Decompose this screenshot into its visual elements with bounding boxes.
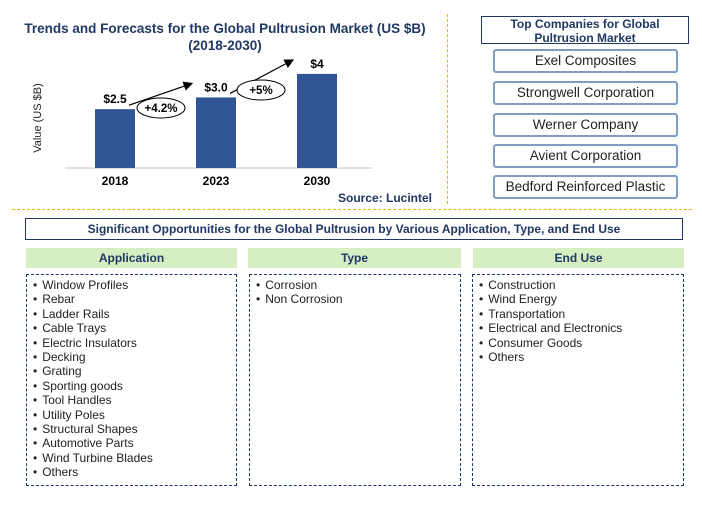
list-item: Electrical and Electronics bbox=[479, 321, 683, 335]
list-item: Electric Insulators bbox=[33, 336, 236, 350]
list-item: Others bbox=[479, 350, 683, 364]
data-label-2023: $3.0 bbox=[204, 80, 228, 94]
opportunities-title: Significant Opportunities for the Global… bbox=[25, 218, 683, 240]
list-item: Others bbox=[33, 465, 236, 479]
list-item: Automotive Parts bbox=[33, 436, 236, 450]
x-tick-2030: 2030 bbox=[304, 174, 331, 188]
horizontal-divider bbox=[12, 209, 692, 210]
list-item: Corrosion bbox=[256, 278, 460, 292]
growth-label: +4.2% bbox=[145, 103, 178, 115]
type-list: CorrosionNon Corrosion bbox=[256, 278, 460, 307]
list-item: Cable Trays bbox=[33, 321, 236, 335]
list-item: Sporting goods bbox=[33, 379, 236, 393]
source-label: Source: Lucintel bbox=[338, 191, 433, 205]
list-item: Window Profiles bbox=[33, 278, 236, 292]
growth-ellipse bbox=[236, 79, 286, 101]
list-item: Consumer Goods bbox=[479, 336, 683, 350]
type-heading: Type bbox=[248, 248, 461, 268]
list-item: Structural Shapes bbox=[33, 422, 236, 436]
vertical-divider bbox=[447, 14, 448, 204]
end-use-list: ConstructionWind EnergyTransportationEle… bbox=[479, 278, 683, 364]
company-item: Strongwell Corporation bbox=[493, 81, 678, 105]
application-heading: Application bbox=[26, 248, 237, 268]
type-list-box: CorrosionNon Corrosion bbox=[249, 274, 461, 486]
list-item: Decking bbox=[33, 350, 236, 364]
chart-title: Trends and Forecasts for the Global Pult… bbox=[20, 20, 430, 54]
list-item: Tool Handles bbox=[33, 393, 236, 407]
growth-ellipse bbox=[136, 97, 186, 119]
x-tick-2018: 2018 bbox=[102, 174, 129, 188]
chart-subtitle: (2018-2030) bbox=[188, 38, 262, 53]
bar-2030 bbox=[297, 73, 337, 168]
list-item: Utility Poles bbox=[33, 408, 236, 422]
end-use-heading: End Use bbox=[473, 248, 684, 268]
growth-arrow bbox=[128, 81, 194, 106]
end-use-list-box: ConstructionWind EnergyTransportationEle… bbox=[472, 274, 684, 486]
data-label-2030: $4 bbox=[310, 57, 324, 71]
application-list-box: Window ProfilesRebarLadder RailsCable Tr… bbox=[26, 274, 237, 486]
company-item: Exel Composites bbox=[493, 49, 678, 73]
bar-2023 bbox=[196, 97, 236, 168]
bar-2018 bbox=[95, 109, 135, 168]
list-item: Transportation bbox=[479, 307, 683, 321]
application-list: Window ProfilesRebarLadder RailsCable Tr… bbox=[33, 278, 236, 480]
data-label-2018: $2.5 bbox=[103, 92, 127, 106]
list-item: Construction bbox=[479, 278, 683, 292]
chart-title-main: Trends and Forecasts for the Global Pult… bbox=[24, 21, 426, 36]
company-item: Bedford Reinforced Plastic bbox=[493, 175, 678, 199]
growth-label: +5% bbox=[249, 85, 272, 97]
x-tick-2023: 2023 bbox=[203, 174, 230, 188]
company-item: Avient Corporation bbox=[493, 144, 678, 168]
company-item: Werner Company bbox=[493, 113, 678, 137]
list-item: Ladder Rails bbox=[33, 307, 236, 321]
list-item: Non Corrosion bbox=[256, 292, 460, 306]
list-item: Grating bbox=[33, 364, 236, 378]
list-item: Wind Turbine Blades bbox=[33, 451, 236, 465]
companies-header: Top Companies for Global Pultrusion Mark… bbox=[481, 16, 689, 45]
list-item: Wind Energy bbox=[479, 292, 683, 306]
bar-chart: $2.5 2018 $3.0 2023 $4 2030 +4.2% +5% bbox=[65, 57, 372, 188]
list-item: Rebar bbox=[33, 292, 236, 306]
